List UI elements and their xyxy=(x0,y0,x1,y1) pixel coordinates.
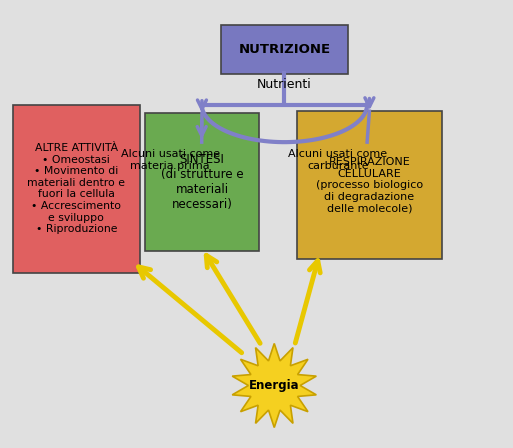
Text: SINTESI
(di strutture e
materiali
necessari): SINTESI (di strutture e materiali necess… xyxy=(161,153,243,211)
FancyBboxPatch shape xyxy=(145,113,259,250)
Text: Alcuni usati come
materia prima: Alcuni usati come materia prima xyxy=(121,149,220,171)
Text: Alcuni usati come
carburante: Alcuni usati come carburante xyxy=(288,149,387,171)
Text: ALTRE ATTIVITÀ
• Omeostasi
• Movimento di
materiali dentro e
fuori la cellula
• : ALTRE ATTIVITÀ • Omeostasi • Movimento d… xyxy=(27,143,125,234)
Text: Energia: Energia xyxy=(249,379,300,392)
Text: Nutrienti: Nutrienti xyxy=(257,78,312,91)
Text: RESPIRAZIONE
CELLULARE
(processo biologico
di degradazione
delle molecole): RESPIRAZIONE CELLULARE (processo biologi… xyxy=(316,157,423,214)
FancyBboxPatch shape xyxy=(297,111,442,259)
FancyBboxPatch shape xyxy=(13,104,140,273)
Polygon shape xyxy=(232,344,317,427)
Text: NUTRIZIONE: NUTRIZIONE xyxy=(239,43,330,56)
FancyBboxPatch shape xyxy=(221,25,348,73)
